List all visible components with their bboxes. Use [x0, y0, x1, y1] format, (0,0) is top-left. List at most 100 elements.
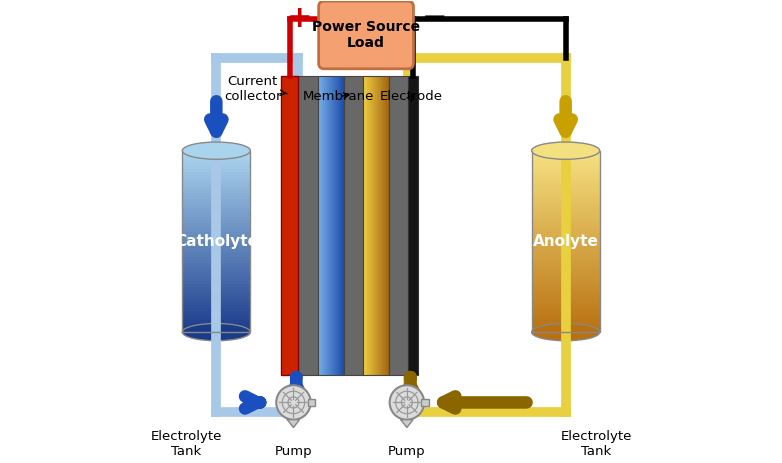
Bar [182, 272, 250, 275]
Bar [182, 235, 250, 238]
Bar [532, 241, 600, 244]
Bar [182, 329, 250, 332]
Bar [182, 263, 250, 266]
Bar [182, 275, 250, 278]
Bar [532, 275, 600, 278]
Bar [182, 214, 250, 217]
Bar [182, 314, 250, 317]
Bar [532, 326, 600, 329]
Bar [182, 181, 250, 184]
Bar [182, 150, 250, 332]
Bar [182, 278, 250, 281]
Bar [182, 299, 250, 302]
Text: Electrolyte
Tank: Electrolyte Tank [561, 430, 632, 457]
Bar [182, 169, 250, 172]
Ellipse shape [182, 142, 250, 159]
Bar [182, 220, 250, 223]
Bar [532, 314, 600, 317]
Bar [182, 166, 250, 169]
Bar [182, 244, 250, 247]
Bar [182, 187, 250, 190]
Bar [532, 202, 600, 205]
Bar [532, 226, 600, 229]
Bar [182, 293, 250, 296]
Bar [182, 190, 250, 193]
Bar [532, 160, 600, 163]
Bar [532, 169, 600, 172]
Bar [182, 266, 250, 269]
Bar [532, 150, 600, 154]
Bar [532, 178, 600, 181]
Bar [532, 296, 600, 299]
Circle shape [276, 385, 310, 419]
Bar [532, 272, 600, 275]
Bar [532, 263, 600, 266]
Bar [532, 154, 600, 156]
Bar [182, 323, 250, 326]
Bar [532, 217, 600, 220]
Bar [182, 184, 250, 187]
Bar [408, 76, 418, 375]
Bar [532, 196, 600, 199]
Polygon shape [288, 419, 300, 427]
Text: Electrode: Electrode [380, 90, 443, 103]
Bar [532, 220, 600, 223]
Ellipse shape [532, 142, 600, 159]
Bar [532, 208, 600, 211]
Bar [182, 238, 250, 241]
Bar [182, 232, 250, 235]
Text: Catholyte: Catholyte [175, 234, 258, 249]
Bar [363, 76, 389, 375]
Bar [182, 223, 250, 226]
Bar [532, 229, 600, 232]
Bar [532, 281, 600, 284]
FancyBboxPatch shape [318, 1, 414, 69]
Bar [532, 205, 600, 208]
Bar [182, 196, 250, 199]
Bar [182, 160, 250, 163]
Bar [532, 244, 600, 247]
Bar [182, 284, 250, 287]
Bar [532, 287, 600, 290]
Bar [532, 232, 600, 235]
Bar [532, 308, 600, 311]
Bar [182, 305, 250, 308]
Bar [532, 193, 600, 196]
Text: −: − [421, 4, 447, 33]
Bar [532, 199, 600, 202]
Bar [532, 187, 600, 190]
Bar [182, 269, 250, 272]
Bar [532, 305, 600, 308]
Text: Anolyte: Anolyte [533, 234, 598, 249]
Bar [182, 320, 250, 323]
Text: Pump: Pump [274, 444, 312, 457]
Bar [532, 290, 600, 293]
Bar [532, 293, 600, 296]
Bar [182, 302, 250, 305]
Bar [182, 156, 250, 160]
Bar [532, 223, 600, 226]
Bar [532, 181, 600, 184]
Bar [182, 326, 250, 329]
Bar [532, 269, 600, 272]
Bar [182, 178, 250, 181]
Bar [182, 150, 250, 154]
Bar [389, 76, 408, 375]
Bar [182, 253, 250, 257]
Bar [182, 208, 250, 211]
Bar [182, 287, 250, 290]
Text: +: + [286, 4, 312, 33]
Bar [182, 193, 250, 196]
Bar [532, 260, 600, 263]
Bar [182, 260, 250, 263]
Bar [182, 199, 250, 202]
Bar [532, 317, 600, 320]
Circle shape [389, 385, 424, 419]
Bar [182, 229, 250, 232]
Bar [532, 172, 600, 175]
Text: Membrane: Membrane [303, 90, 375, 103]
Bar [182, 202, 250, 205]
Bar [182, 154, 250, 156]
Bar [182, 226, 250, 229]
Bar [532, 257, 600, 260]
